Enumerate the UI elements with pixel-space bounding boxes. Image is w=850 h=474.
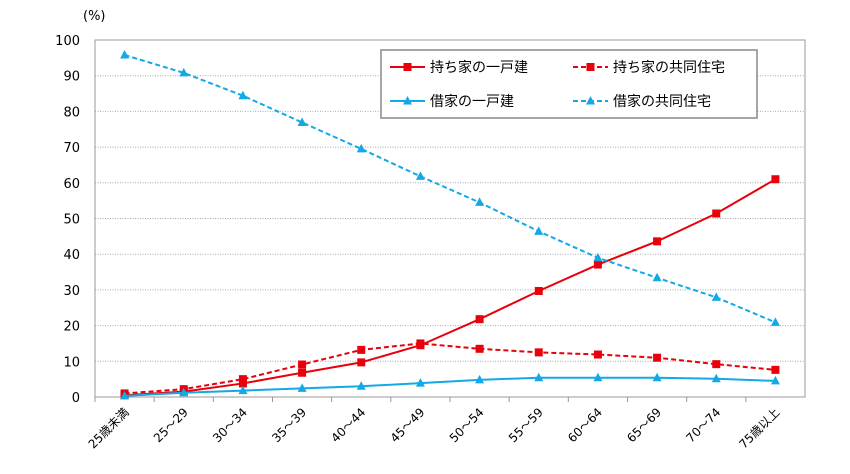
data-point-triangle [179, 387, 189, 397]
data-point-triangle [711, 373, 721, 383]
data-point-triangle [120, 390, 130, 400]
data-point-triangle [475, 374, 485, 384]
legend-label: 借家の一戸建 [430, 93, 514, 110]
data-point-triangle [652, 372, 662, 382]
data-point-triangle [770, 375, 780, 385]
data-point-square [416, 339, 425, 348]
x-tick-label: 65～69 [624, 405, 664, 445]
data-point-triangle [534, 226, 544, 235]
data-point-triangle [356, 381, 366, 390]
y-tick-label: 100 [55, 34, 80, 49]
data-point-triangle [475, 197, 485, 206]
data-point-square [534, 286, 543, 295]
data-point-triangle [120, 49, 130, 59]
data-point-square [712, 209, 721, 218]
series-line [124, 178, 776, 397]
y-tick-label: 20 [63, 320, 80, 335]
y-tick-label: 30 [63, 284, 80, 299]
legend-label: 持ち家の一戸建 [430, 59, 528, 76]
legend-box [380, 49, 758, 119]
x-tick-label: 50～54 [447, 405, 487, 445]
data-point-square [712, 360, 721, 369]
data-point-square [298, 368, 307, 377]
series-line [124, 376, 776, 397]
legend-item: 借家の共同住宅 [573, 93, 711, 110]
x-tick-label: 25～29 [151, 405, 191, 445]
data-point-square [593, 350, 602, 359]
series-1 [120, 339, 780, 398]
data-point-triangle [238, 385, 248, 395]
x-tick-label: 75歳以上 [736, 405, 782, 451]
series-line [124, 342, 776, 395]
x-tick-label: 30～34 [210, 405, 250, 445]
x-tick-label: 70～74 [683, 405, 723, 445]
legend-label: 持ち家の共同住宅 [613, 59, 725, 76]
y-tick-label: 60 [63, 177, 80, 192]
data-point-triangle [356, 143, 366, 153]
data-point-triangle [586, 96, 595, 105]
data-point-square [593, 260, 602, 269]
data-point-square [534, 348, 543, 357]
legend-item: 持ち家の一戸建 [390, 59, 528, 76]
data-point-triangle [593, 372, 603, 382]
y-tick-label: 80 [63, 105, 80, 120]
x-tick-label: 35～39 [269, 405, 309, 445]
data-point-square [298, 360, 307, 369]
x-tick-label: 40～44 [328, 405, 368, 445]
data-point-square [653, 237, 662, 246]
data-point-square [771, 365, 780, 374]
data-point-square [357, 358, 366, 367]
data-point-triangle [534, 372, 544, 382]
series-group [120, 49, 780, 400]
legend-label: 借家の共同住宅 [613, 93, 711, 110]
data-point-triangle [711, 292, 721, 301]
data-point-square [357, 345, 366, 354]
data-point-square [238, 379, 247, 388]
y-tick-label: 0 [72, 391, 80, 406]
legend-item: 借家の一戸建 [390, 93, 514, 110]
data-point-square [403, 63, 412, 71]
y-tick-label: 70 [63, 141, 80, 156]
y-tick-label: 50 [63, 213, 80, 228]
data-point-triangle [415, 378, 425, 387]
data-point-square [771, 175, 780, 184]
x-tick-label: 45～49 [388, 405, 428, 445]
data-point-triangle [652, 272, 662, 282]
x-tick-label: 60～64 [565, 405, 605, 445]
data-point-triangle [238, 90, 248, 100]
y-axis-label: (%) [83, 9, 106, 24]
data-point-square [475, 315, 484, 324]
data-point-triangle [415, 171, 425, 180]
series-0 [120, 175, 780, 400]
y-tick-label: 40 [63, 248, 80, 263]
data-point-triangle [179, 67, 189, 77]
data-point-square [653, 353, 662, 362]
series-line [124, 54, 776, 324]
data-point-triangle [770, 317, 780, 326]
data-point-square [238, 375, 247, 384]
data-point-square [475, 344, 484, 353]
x-tick-label: 55～59 [506, 405, 546, 445]
data-point-triangle [593, 252, 603, 262]
data-point-triangle [297, 117, 307, 126]
series-2 [120, 372, 780, 400]
data-point-triangle [297, 383, 307, 392]
x-tick-label: 25歳未満 [86, 405, 132, 451]
x-axis: 25歳未満 25～29 30～34 35～39 40～44 45～49 50～54 55～59… [86, 397, 783, 451]
legend-item: 持ち家の共同住宅 [573, 59, 725, 76]
y-axis: 0 10 20 30 40 50 60 70 80 90 100 [55, 34, 80, 406]
series-3 [120, 49, 780, 326]
y-tick-label: 10 [63, 355, 80, 370]
data-point-square [586, 63, 595, 71]
y-tick-label: 90 [63, 70, 80, 85]
data-point-triangle [403, 96, 412, 105]
